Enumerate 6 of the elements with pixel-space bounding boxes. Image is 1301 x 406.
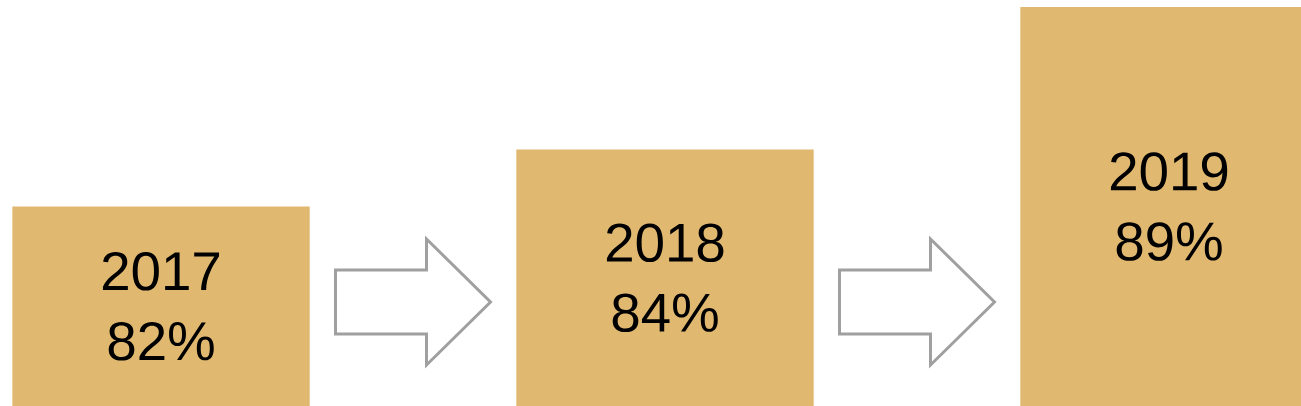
data-label: 82% bbox=[108, 321, 214, 361]
x-tick-label: 2017 bbox=[102, 251, 220, 291]
data-label: 89% bbox=[1116, 222, 1222, 261]
x-tick-label: 2018 bbox=[606, 223, 724, 263]
x-tick-label: 2019 bbox=[1110, 152, 1228, 191]
data-label: 84% bbox=[612, 293, 718, 333]
